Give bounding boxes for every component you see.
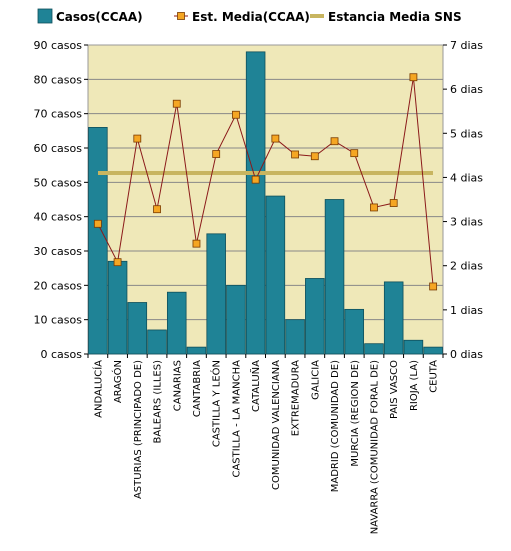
line-point-10 [271, 134, 280, 143]
category-label: CATALUÑA [249, 360, 262, 412]
legend-label-bar: Casos(CCAA) [56, 10, 143, 24]
category-label: COMUNIDAD VALENCIANA [271, 360, 282, 490]
line-point-13 [330, 137, 339, 146]
bar-16 [383, 281, 404, 355]
bar-12 [305, 278, 325, 355]
y-right-tick-label: 0 dias [450, 348, 483, 361]
y-right-tick-label: 5 dias [450, 127, 483, 140]
y-left-tick-label: 30 casos [34, 245, 83, 258]
category-label: BALEARS (ILLES) [153, 360, 164, 444]
category-label: GALICIA [310, 360, 321, 400]
legend: Casos(CCAA) Est. Media(CCAA) Estancia Medi… [37, 8, 462, 24]
bar-9 [245, 51, 266, 355]
category-label: PAIS VASCO [389, 360, 400, 419]
line-point-18 [429, 282, 438, 291]
line-point-5 [172, 99, 181, 108]
y-right-tick-label: 6 dias [450, 83, 483, 96]
category-label: NAVARRA (COMUNIDAD FORAL DE) [369, 360, 380, 534]
y-right-tick-label: 2 dias [450, 260, 483, 273]
category-label: CASTILLA - LA MANCHA [231, 360, 242, 478]
bar-14 [344, 308, 365, 355]
bar-4 [147, 329, 167, 355]
category-label: ASTURIAS (PRINCIPADO DE) [133, 360, 144, 499]
bar-15 [364, 343, 384, 355]
bar-6 [186, 346, 207, 355]
y-left-tick-label: 50 casos [34, 176, 83, 189]
line-point-2 [113, 258, 122, 267]
line-point-6 [192, 239, 201, 248]
category-label: ANDALUCÍA [91, 360, 104, 418]
category-label: CANARIAS [172, 360, 183, 411]
y-left-tick-label: 80 casos [34, 73, 83, 86]
category-label: ARAGÓN [111, 360, 124, 403]
y-left-tick-label: 10 casos [34, 314, 83, 327]
line-point-4 [153, 205, 161, 214]
bar-2 [107, 260, 128, 355]
line-point-12 [310, 152, 319, 161]
bar-5 [166, 291, 187, 355]
bar-7 [206, 233, 226, 355]
line-point-11 [291, 150, 299, 159]
legend-swatch-marker [177, 12, 185, 20]
legend-swatch-bar [37, 8, 53, 24]
y-left-tick-label: 0 casos [41, 348, 83, 361]
category-label: CASTILLA Y LEÓN [210, 360, 223, 447]
plot-background [87, 44, 444, 355]
bar-13 [324, 199, 345, 355]
line-point-1 [93, 219, 102, 228]
bar-1 [88, 127, 108, 355]
bar-17 [403, 339, 424, 355]
line-point-8 [232, 110, 240, 119]
category-label: CANTABRIA [192, 360, 203, 417]
plot-area: 0 casos 10 casos 20 casos 30 casos 40 casos 5… [34, 39, 484, 534]
line-point-16 [389, 199, 398, 207]
y-left-tick-label: 60 casos [34, 142, 83, 155]
y-right-tick-label: 3 dias [450, 216, 483, 229]
y-left-tick-label: 40 casos [34, 211, 83, 224]
bar-10 [265, 195, 286, 355]
bar-18 [423, 346, 443, 355]
category-label: MADRID (COMUNIDAD DE) [330, 360, 341, 492]
category-label: MURCIA (REGION DE) [350, 360, 361, 467]
y-left-tick-label: 20 casos [34, 279, 83, 292]
y-right-tick-label: 1 dias [450, 304, 483, 317]
y-left-tick-label: 90 casos [34, 39, 83, 52]
bar-3 [127, 302, 148, 355]
y-left-tick-label: 70 casos [34, 108, 83, 121]
line-point-9 [251, 175, 260, 184]
bar-11 [285, 319, 305, 355]
y-right-tick-label: 4 dias [450, 171, 483, 184]
line-point-15 [370, 203, 378, 212]
line-point-3 [133, 134, 142, 143]
legend-label-line: Est. Media(CCAA) [192, 10, 310, 24]
legend-label-reference: Estancia Media SNS [328, 10, 462, 24]
category-label: CEUTA [429, 360, 440, 393]
category-label: EXTREMADURA [291, 360, 302, 436]
line-point-14 [350, 149, 359, 158]
category-label: RIOJA (LA) [409, 360, 420, 411]
line-point-17 [409, 73, 418, 82]
y-right-tick-label: 7 dias [450, 39, 483, 52]
line-point-7 [212, 150, 221, 158]
bar-8 [226, 284, 246, 355]
